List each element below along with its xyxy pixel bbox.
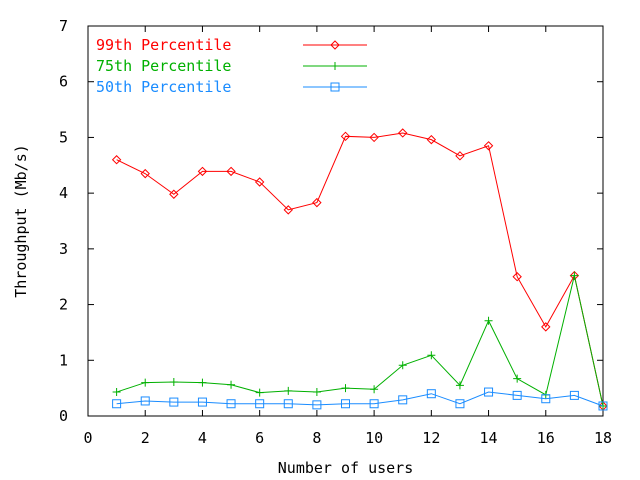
y-tick-label: 6: [59, 73, 68, 91]
data-point: [484, 387, 494, 397]
data-point: [426, 389, 436, 399]
data-point: [112, 399, 122, 409]
y-tick-label: 0: [59, 407, 68, 425]
data-point: [169, 378, 178, 387]
data-point: [226, 166, 236, 177]
data-point: [312, 400, 322, 410]
data-point: [111, 155, 122, 165]
data-point: [226, 399, 236, 409]
data-point: [197, 397, 207, 407]
y-axis-label: Throughput (Mb/s): [12, 144, 30, 298]
data-point: [283, 205, 293, 215]
data-point: [427, 351, 436, 360]
data-point: [370, 385, 379, 394]
data-point: [541, 322, 551, 332]
data-point: [455, 381, 464, 390]
x-tick-label: 10: [365, 429, 383, 447]
x-tick-label: 12: [422, 429, 440, 447]
data-point: [369, 399, 379, 409]
data-point: [455, 151, 465, 161]
data-point: [312, 197, 322, 208]
data-point: [369, 132, 379, 143]
data-point: [169, 397, 179, 407]
data-point: [283, 399, 293, 409]
x-tick-label: 14: [480, 429, 498, 447]
data-point: [112, 388, 121, 397]
legend-marker: [330, 82, 340, 92]
data-point: [255, 399, 265, 409]
data-point: [312, 388, 321, 397]
series-layer: [111, 128, 608, 411]
data-point: [426, 134, 437, 145]
y-tick-label: 3: [59, 240, 68, 258]
data-point: [398, 361, 407, 370]
x-axis-label: Number of users: [278, 459, 413, 477]
data-point: [541, 394, 551, 404]
y-tick-label: 2: [59, 296, 68, 314]
data-point: [140, 396, 150, 406]
data-point: [341, 399, 350, 409]
data-point: [512, 390, 522, 400]
x-tick-label: 2: [141, 429, 150, 447]
series-50th-percentile: [112, 387, 608, 411]
legend-marker: [330, 40, 340, 50]
data-point: [254, 177, 265, 187]
y-tick-label: 1: [59, 351, 68, 369]
series-line: [116, 275, 604, 407]
data-point: [140, 168, 150, 179]
data-point: [570, 271, 579, 280]
y-tick-label: 4: [59, 184, 68, 202]
x-tick-label: 4: [198, 429, 207, 447]
data-point: [169, 189, 179, 199]
data-point: [255, 388, 264, 397]
data-point: [198, 378, 207, 387]
data-point: [455, 399, 465, 409]
data-point: [398, 395, 408, 405]
legend-label: 99th Percentile: [96, 36, 231, 54]
data-point: [141, 378, 150, 387]
series-99th-percentile: [111, 128, 608, 411]
series-line: [116, 391, 604, 407]
data-point: [513, 374, 522, 383]
data-point: [284, 386, 293, 395]
x-tick-label: 0: [83, 429, 92, 447]
series-line: [116, 132, 604, 407]
legend-label: 50th Percentile: [96, 78, 231, 96]
data-point: [512, 272, 522, 282]
x-tick-label: 16: [537, 429, 555, 447]
data-point: [569, 390, 579, 400]
series-75th-percentile: [112, 271, 607, 410]
x-tick-label: 18: [594, 429, 612, 447]
legend: 99th Percentile 75th Percentile 50th Perce…: [96, 36, 367, 96]
data-point: [398, 128, 408, 138]
data-point: [197, 166, 208, 177]
x-tick-label: 8: [312, 429, 321, 447]
x-tick-label: 6: [255, 429, 264, 447]
legend-label: 75th Percentile: [96, 57, 231, 75]
data-point: [341, 384, 350, 393]
data-point: [483, 141, 494, 151]
legend-marker: [331, 62, 339, 70]
plot-frame: [87, 25, 604, 417]
data-point: [340, 131, 351, 142]
y-tick-label: 7: [59, 17, 68, 35]
data-point: [484, 316, 493, 325]
data-point: [598, 401, 608, 411]
data-point: [227, 380, 236, 389]
y-tick-label: 5: [59, 128, 68, 146]
